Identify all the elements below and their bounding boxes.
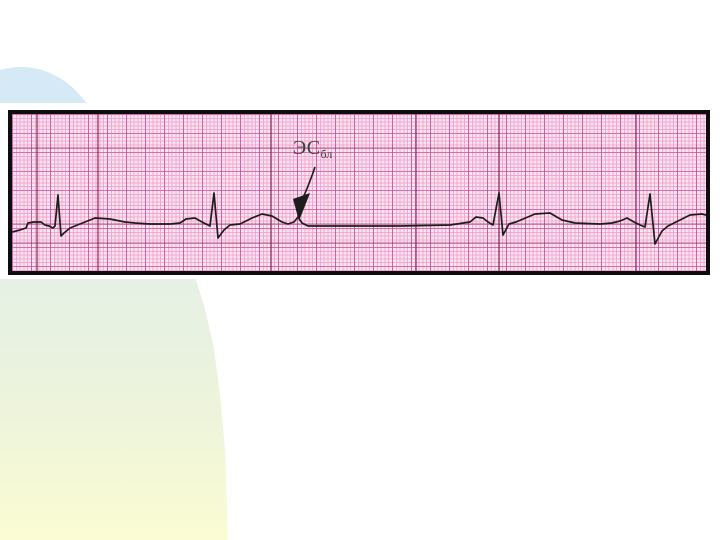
- grid-dark-vline: [635, 114, 637, 271]
- decorative-green-yellow-shape: [0, 270, 228, 540]
- grid-dark-vline: [36, 114, 38, 271]
- ecg-trace-svg: [12, 166, 706, 245]
- ecg-paper-grid: ЭСбл: [12, 114, 706, 271]
- ecg-label-main: ЭС: [293, 137, 321, 159]
- grid-dark-hline: [12, 223, 706, 225]
- grid-dark-hline: [12, 242, 706, 244]
- ecg-strip-photo: ЭСбл: [0, 103, 716, 279]
- grid-dark-vline: [415, 114, 417, 271]
- annotation-arrow-head-icon: [293, 193, 310, 221]
- ecg-trace: [12, 192, 706, 245]
- ecg-annotation-label: ЭСбл: [293, 138, 332, 160]
- annotation-arrow-line: [302, 166, 316, 199]
- grid-dark-hline: [12, 147, 706, 149]
- grid-dark-vline: [270, 114, 272, 271]
- ecg-strip-frame: ЭСбл: [8, 110, 710, 275]
- ecg-label-subscript: бл: [320, 147, 333, 161]
- grid-dark-vline: [97, 114, 99, 271]
